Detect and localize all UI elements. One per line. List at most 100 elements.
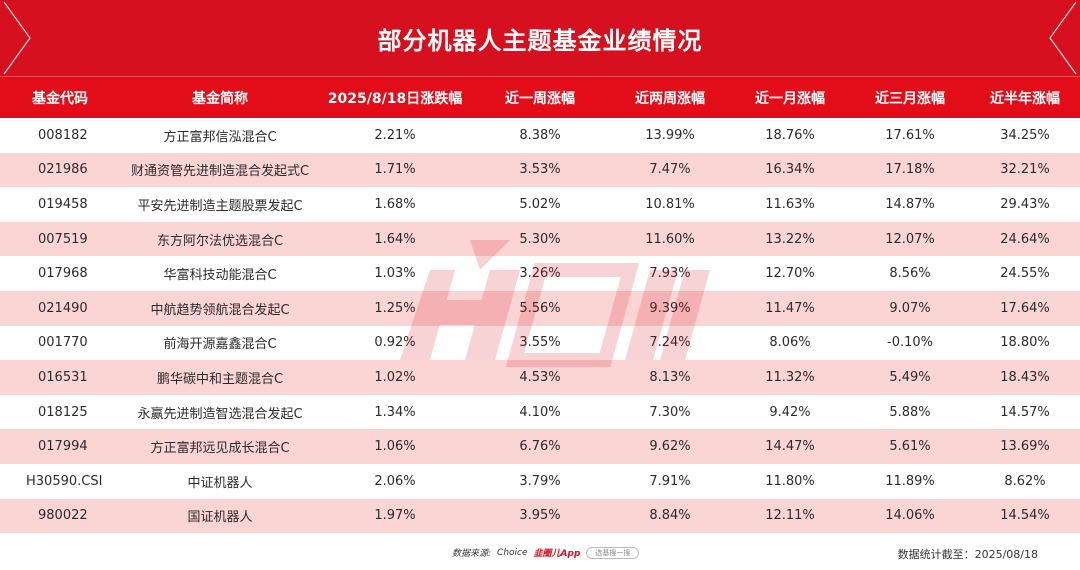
cell-1m: 14.47% bbox=[765, 439, 815, 455]
cell-6m: 24.64% bbox=[1000, 231, 1050, 247]
cell-6m: 17.64% bbox=[1000, 300, 1050, 316]
cell-2w: 10.81% bbox=[645, 196, 695, 212]
table-header: 基金代码 基金简称 2025/8/18日涨跌幅 近一周涨幅 近两周涨幅 近一月涨… bbox=[0, 76, 1080, 118]
table-row: 021490 中航趋势领航混合发起C 1.25% 5.56% 9.39% 11.47% 9.… bbox=[0, 290, 1080, 326]
right-chevron-decoration-icon bbox=[1049, 1, 1077, 75]
cell-6m: 18.80% bbox=[1000, 335, 1050, 351]
col-header-1m: 近一月涨幅 bbox=[755, 90, 825, 107]
source-brand: 韭圈儿App bbox=[533, 549, 581, 559]
cell-1w: 5.02% bbox=[519, 196, 561, 212]
left-chevron-decoration-icon bbox=[3, 1, 31, 75]
cell-daily: 1.03% bbox=[374, 266, 416, 282]
footer: 数据来源: Choice 韭圈儿App 选基搜一搜 数据统计截至：2025/08… bbox=[0, 540, 1080, 570]
cell-daily: 1.64% bbox=[374, 231, 416, 247]
cell-1w: 3.79% bbox=[519, 473, 561, 489]
cell-name: 华富科技动能混合C bbox=[163, 268, 277, 284]
cell-6m: 24.55% bbox=[1000, 266, 1050, 282]
table-row: 007519 东方阿尔法优选混合C 1.64% 5.30% 11.60% 13.22% 12… bbox=[0, 221, 1080, 257]
table-row: H30590.CSI 中证机器人 2.06% 3.79% 7.91% 11.80% 11.8… bbox=[0, 463, 1080, 499]
cell-name: 中证机器人 bbox=[187, 475, 253, 491]
cell-6m: 13.69% bbox=[1000, 439, 1050, 455]
cell-2w: 7.24% bbox=[649, 335, 691, 351]
cell-2w: 7.30% bbox=[649, 404, 691, 420]
cell-6m: 14.54% bbox=[1000, 508, 1050, 524]
cell-1m: 18.76% bbox=[765, 127, 815, 143]
cell-3m: 9.07% bbox=[889, 300, 931, 316]
source-label: 数据来源: bbox=[452, 549, 492, 559]
col-header-daily: 2025/8/18日涨跌幅 bbox=[327, 90, 463, 107]
table-row: 017994 方正富邦远见成长混合C 1.06% 6.76% 9.62% 14.47% 5.… bbox=[0, 429, 1080, 464]
cell-2w: 8.13% bbox=[649, 369, 691, 385]
data-date: 数据统计截至：2025/08/18 bbox=[898, 546, 1038, 562]
cell-code: 018125 bbox=[38, 404, 88, 420]
search-pill[interactable]: 选基搜一搜 bbox=[586, 546, 640, 559]
cell-daily: 1.34% bbox=[374, 404, 416, 420]
cell-2w: 7.47% bbox=[649, 162, 691, 178]
cell-1m: 13.22% bbox=[765, 231, 815, 247]
cell-1w: 5.56% bbox=[519, 300, 561, 316]
data-source: 数据来源: Choice 韭圈儿App 选基搜一搜 bbox=[452, 546, 640, 559]
cell-2w: 13.99% bbox=[645, 127, 695, 143]
cell-daily: 2.06% bbox=[374, 473, 416, 489]
cell-3m: 11.89% bbox=[885, 473, 935, 489]
cell-6m: 14.57% bbox=[1000, 404, 1050, 420]
cell-3m: 5.88% bbox=[889, 404, 931, 420]
cell-daily: 2.21% bbox=[374, 127, 416, 143]
cell-3m: 14.87% bbox=[885, 196, 935, 212]
cell-2w: 9.62% bbox=[649, 439, 691, 455]
cell-1w: 4.10% bbox=[519, 404, 561, 420]
cell-name: 国证机器人 bbox=[187, 510, 253, 526]
title-bar: 部分机器人主题基金业绩情况 bbox=[0, 0, 1080, 76]
table-body: 008182 方正富邦信泓混合C 2.21% 8.38% 13.99% 18.76% 17.… bbox=[0, 118, 1080, 534]
table-row: 018125 永赢先进制造智选混合发起C 1.34% 4.10% 7.30% 9.42% 5… bbox=[0, 394, 1080, 430]
col-header-code: 基金代码 bbox=[32, 90, 88, 107]
cell-code: H30590.CSI bbox=[26, 473, 103, 489]
date-value: 2025/08/18 bbox=[974, 548, 1038, 561]
col-header-2w: 近两周涨幅 bbox=[635, 90, 705, 107]
cell-1w: 3.26% bbox=[519, 266, 561, 282]
page-title: 部分机器人主题基金业绩情况 bbox=[377, 26, 703, 55]
source-choice: Choice bbox=[497, 547, 528, 558]
cell-2w: 9.39% bbox=[649, 300, 691, 316]
cell-name: 中航趋势领航混合发起C bbox=[150, 302, 290, 318]
cell-3m: 17.18% bbox=[885, 162, 935, 178]
cell-code: 017968 bbox=[38, 266, 88, 282]
cell-1m: 11.63% bbox=[765, 196, 815, 212]
cell-6m: 32.21% bbox=[1000, 162, 1050, 178]
cell-6m: 8.62% bbox=[1004, 473, 1046, 489]
cell-name: 财通资管先进制造混合发起式C bbox=[130, 164, 310, 180]
cell-6m: 34.25% bbox=[1000, 127, 1050, 143]
cell-3m: 12.07% bbox=[885, 231, 935, 247]
cell-1w: 3.53% bbox=[519, 162, 561, 178]
cell-name: 方正富邦信泓混合C bbox=[163, 129, 277, 145]
cell-1w: 6.76% bbox=[519, 439, 561, 455]
table-row: 021986 财通资管先进制造混合发起式C 1.71% 3.53% 7.47% 16.34… bbox=[0, 152, 1080, 188]
cell-1m: 11.32% bbox=[765, 369, 815, 385]
cell-1m: 8.06% bbox=[769, 335, 811, 351]
cell-daily: 1.02% bbox=[374, 369, 416, 385]
cell-1w: 5.30% bbox=[519, 231, 561, 247]
col-header-3m: 近三月涨幅 bbox=[875, 90, 945, 107]
cell-daily: 1.68% bbox=[374, 196, 416, 212]
cell-3m: 17.61% bbox=[885, 127, 935, 143]
cell-1w: 3.95% bbox=[519, 508, 561, 524]
cell-code: 019458 bbox=[38, 196, 88, 212]
cell-2w: 7.93% bbox=[649, 266, 691, 282]
col-header-1w: 近一周涨幅 bbox=[505, 90, 575, 107]
cell-name: 东方阿尔法优选混合C bbox=[156, 233, 284, 249]
cell-code: 001770 bbox=[38, 335, 88, 351]
cell-1m: 12.11% bbox=[765, 508, 815, 524]
date-label: 数据统计截至： bbox=[897, 548, 975, 561]
cell-1m: 9.42% bbox=[769, 404, 811, 420]
table-row: 001770 前海开源嘉鑫混合C 0.92% 3.55% 7.24% 8.06% -0.10… bbox=[0, 325, 1080, 361]
cell-name: 平安先进制造主题股票发起C bbox=[137, 198, 303, 214]
col-header-name: 基金简称 bbox=[192, 90, 248, 107]
cell-6m: 29.43% bbox=[1000, 196, 1050, 212]
cell-1m: 16.34% bbox=[765, 162, 815, 178]
cell-1w: 3.55% bbox=[519, 335, 561, 351]
cell-daily: 1.97% bbox=[374, 508, 416, 524]
cell-2w: 11.60% bbox=[645, 231, 695, 247]
cell-name: 方正富邦远见成长混合C bbox=[150, 441, 290, 457]
cell-code: 016531 bbox=[38, 369, 88, 385]
cell-3m: 14.06% bbox=[885, 508, 935, 524]
